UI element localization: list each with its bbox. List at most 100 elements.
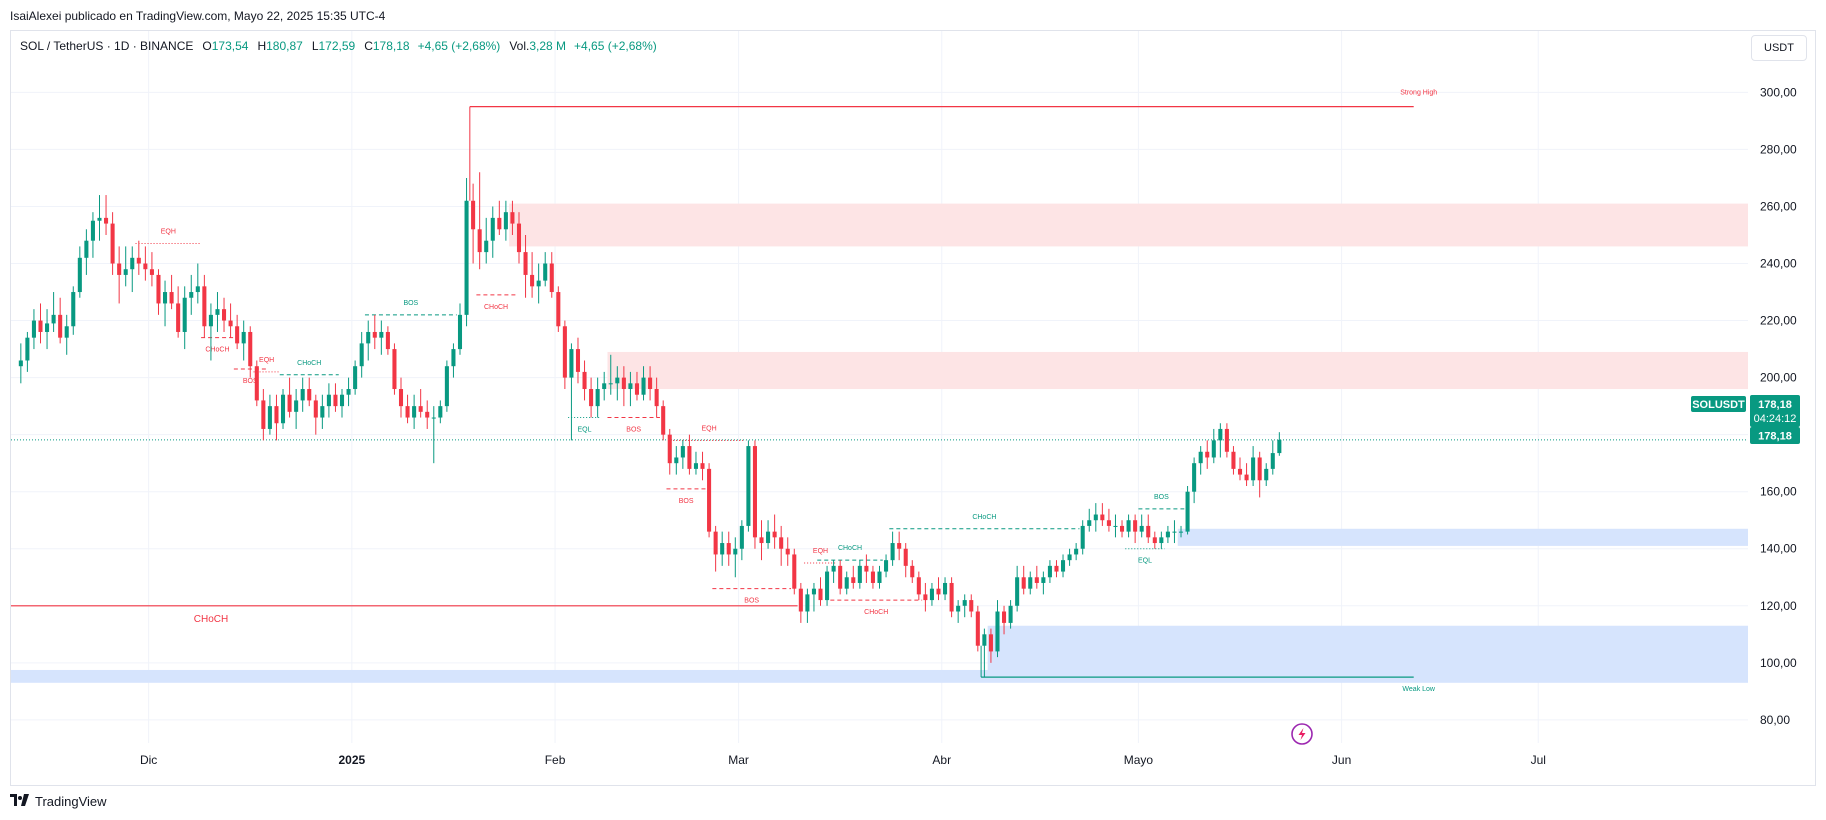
- candle-body: [857, 565, 862, 583]
- x-tick-label: Jun: [1332, 753, 1351, 767]
- candle-body: [45, 323, 50, 332]
- candle-body: [543, 263, 548, 281]
- candle-body: [851, 577, 856, 583]
- price-tag-layer: SOLUSDT 178,18 04:24:12 178,18: [1691, 395, 1800, 444]
- candle-body: [451, 349, 456, 367]
- candle-body: [575, 349, 581, 372]
- legend-symbol[interactable]: SOL / TetherUS · 1D · BINANCE: [20, 39, 194, 53]
- candle-body: [510, 212, 515, 224]
- candle-body: [431, 417, 436, 419]
- candle-body: [1211, 440, 1216, 458]
- candle-body: [117, 263, 122, 275]
- candle-body: [792, 554, 797, 589]
- candle-body: [903, 548, 908, 566]
- candle-body: [897, 543, 902, 549]
- candle-body: [71, 292, 76, 327]
- candle-body: [1008, 605, 1013, 623]
- candle-body: [1139, 525, 1144, 532]
- structure-label: EQH: [701, 425, 716, 432]
- candle-body: [1061, 560, 1066, 572]
- candle-body: [77, 257, 82, 293]
- structure-label: BOS: [1154, 494, 1169, 501]
- x-tick-label: Mayo: [1124, 753, 1154, 767]
- structure-label: BOS: [243, 378, 258, 385]
- currency-unit-button[interactable]: USDT: [1751, 35, 1807, 61]
- candle-body: [110, 223, 115, 264]
- candle-body: [320, 406, 325, 418]
- candle-body: [300, 389, 305, 401]
- y-tick-label: 100,00: [1760, 656, 1797, 670]
- candle-body: [805, 594, 810, 612]
- candle-body: [1047, 565, 1052, 578]
- candle-body: [444, 366, 449, 407]
- candle-body: [1257, 457, 1262, 481]
- candle-body: [589, 389, 594, 407]
- candle-body: [648, 377, 653, 390]
- candle-body: [733, 548, 738, 555]
- structure-layer: EQH CHoCH BOS EQH CHoCH BOS CHoCH EQL BOS EQH BOS B…: [11, 229, 1748, 616]
- x-tick-label: Dic: [140, 753, 157, 767]
- structure-label: CHoCH: [205, 347, 229, 354]
- candle-body: [248, 331, 253, 367]
- candle-body: [943, 582, 948, 595]
- candle-body: [811, 588, 816, 595]
- tradingview-logo[interactable]: TradingView: [10, 793, 107, 809]
- candle-body: [274, 406, 279, 424]
- candle-body: [1165, 531, 1170, 538]
- candle-body: [680, 446, 685, 458]
- last-price-tag: 178,18: [1758, 431, 1792, 443]
- demand-zone: [1177, 528, 1748, 546]
- price-tag: 178,18: [1758, 399, 1792, 411]
- candle-body: [969, 600, 974, 612]
- structure-label: EQH: [259, 357, 274, 364]
- candle-body: [615, 377, 620, 384]
- candle-body: [818, 588, 823, 601]
- candle-body: [366, 331, 371, 344]
- last-price-tag-bg: [1750, 427, 1800, 444]
- lightning-icon[interactable]: [1291, 723, 1313, 745]
- candle-body: [1002, 611, 1007, 623]
- candle-body: [523, 252, 528, 275]
- candle-body: [1152, 537, 1157, 544]
- legend-open-label: O: [202, 39, 212, 53]
- candle-body: [1277, 439, 1282, 454]
- x-tick-label: Abr: [932, 753, 951, 767]
- candle-body: [746, 446, 751, 526]
- chart-frame: [10, 30, 1816, 786]
- tradingview-logo-text: TradingView: [35, 793, 107, 809]
- candle-body: [477, 229, 482, 253]
- candle-body: [412, 406, 417, 418]
- price-tag-bg: [1750, 395, 1800, 427]
- candle-body: [143, 263, 148, 270]
- candle-body: [1106, 520, 1111, 526]
- y-tick-label: 80,00: [1760, 713, 1790, 727]
- candle-body: [1067, 554, 1072, 561]
- candle-body: [241, 331, 246, 344]
- candle-layer: [18, 172, 1282, 678]
- y-tick-label: 220,00: [1760, 314, 1797, 328]
- candle-body: [962, 600, 967, 606]
- candle-body: [228, 320, 233, 327]
- candle-body: [1270, 453, 1275, 469]
- candle-body: [307, 389, 312, 401]
- structure-label: CHoCH: [972, 514, 996, 521]
- candle-body: [838, 565, 843, 589]
- candle-body: [661, 406, 666, 435]
- candle-body: [1015, 577, 1020, 606]
- candle-body: [215, 309, 220, 315]
- structure-label: CHoCH: [864, 609, 888, 616]
- candle-body: [1192, 463, 1197, 492]
- candle-body: [64, 326, 69, 338]
- candle-body: [923, 594, 928, 601]
- candle-body: [1198, 451, 1203, 464]
- candle-body: [471, 200, 476, 230]
- y-tick-label: 300,00: [1760, 85, 1797, 99]
- candle-body: [825, 571, 830, 601]
- candle-body: [956, 605, 961, 612]
- legend-change: +4,65 (+2,68%): [417, 39, 501, 53]
- candle-body: [267, 406, 272, 429]
- candle-body: [549, 263, 554, 293]
- structure-label: EQH: [813, 548, 828, 555]
- candle-body: [798, 588, 803, 612]
